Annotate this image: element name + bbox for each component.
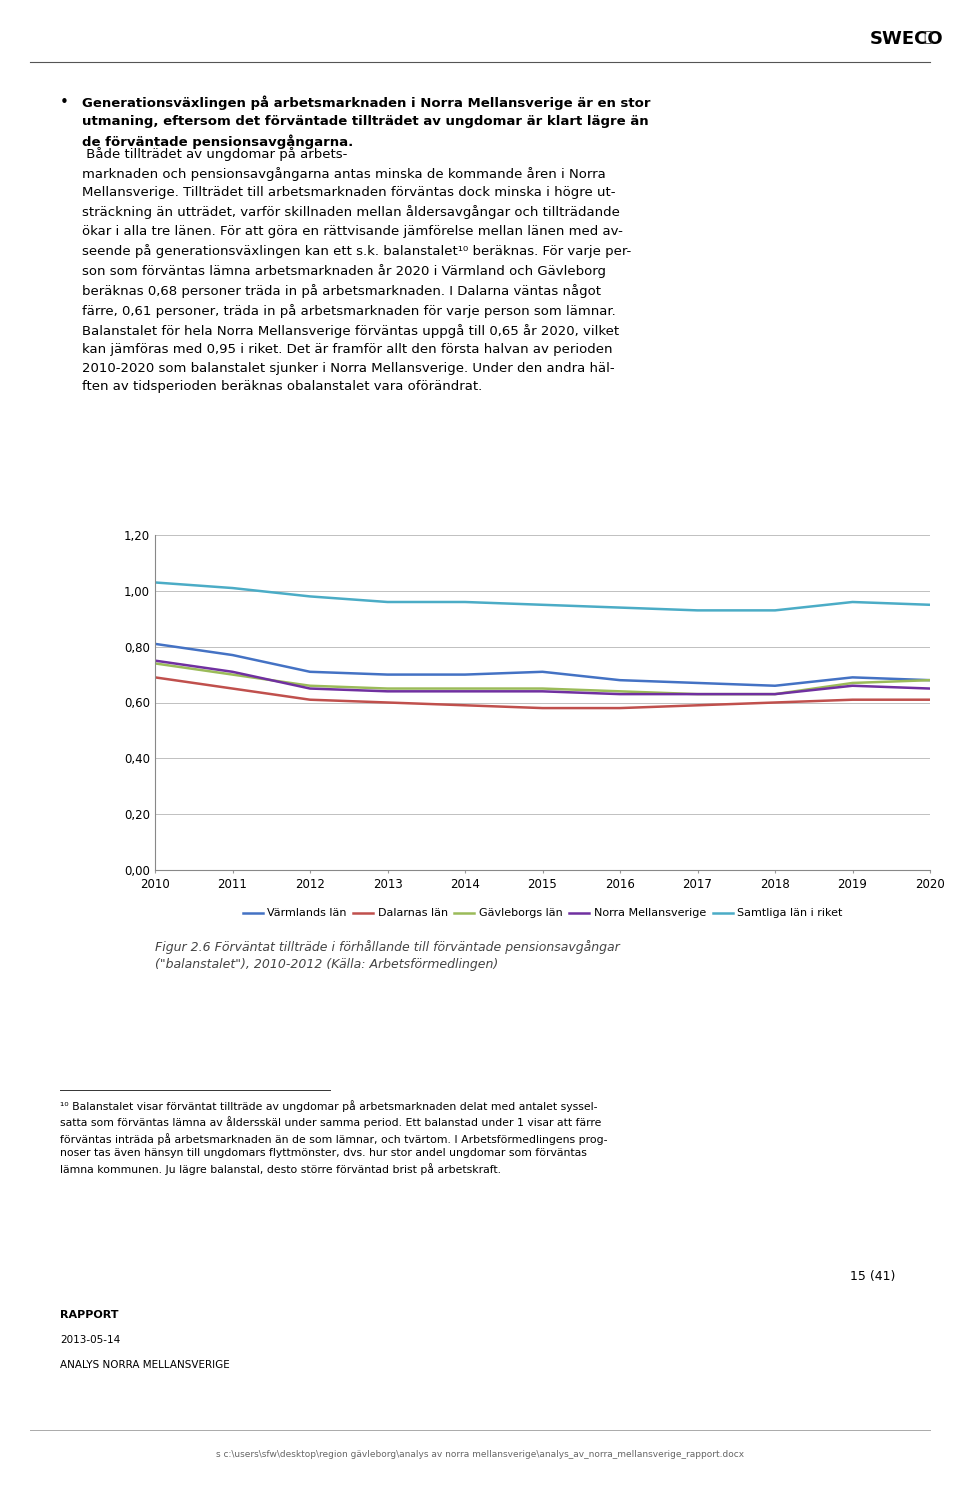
Text: •: • [60, 95, 69, 110]
Legend: Värmlands län, Dalarnas län, Gävleborgs län, Norra Mellansverige, Samtliga län i: Värmlands län, Dalarnas län, Gävleborgs … [238, 904, 847, 924]
Text: Figur 2.6 Förväntat tillträde i förhållande till förväntade pensionsavgångar
("b: Figur 2.6 Förväntat tillträde i förhålla… [155, 940, 620, 970]
Text: SWECO: SWECO [870, 30, 944, 48]
Text: ⛹: ⛹ [923, 30, 931, 44]
Text: 2013-05-14: 2013-05-14 [60, 1335, 120, 1345]
Text: s c:\users\sfw\desktop\region gävleborg\analys av norra mellansverige\analys_av_: s c:\users\sfw\desktop\region gävleborg\… [216, 1450, 744, 1459]
Text: ANALYS NORRA MELLANSVERIGE: ANALYS NORRA MELLANSVERIGE [60, 1360, 229, 1370]
Text: Generationsväxlingen på arbetsmarknaden i Norra Mellansverige är en stor
utmanin: Generationsväxlingen på arbetsmarknaden … [82, 95, 651, 149]
Text: ¹⁰ Balanstalet visar förväntat tillträde av ungdomar på arbetsmarknaden delat me: ¹⁰ Balanstalet visar förväntat tillträde… [60, 1100, 608, 1174]
Text: RAPPORT: RAPPORT [60, 1310, 118, 1320]
Text: 15 (41): 15 (41) [850, 1271, 895, 1283]
Text: Både tillträdet av ungdomar på arbets-
marknaden och pensionsavgångarna antas mi: Både tillträdet av ungdomar på arbets- m… [82, 146, 632, 394]
